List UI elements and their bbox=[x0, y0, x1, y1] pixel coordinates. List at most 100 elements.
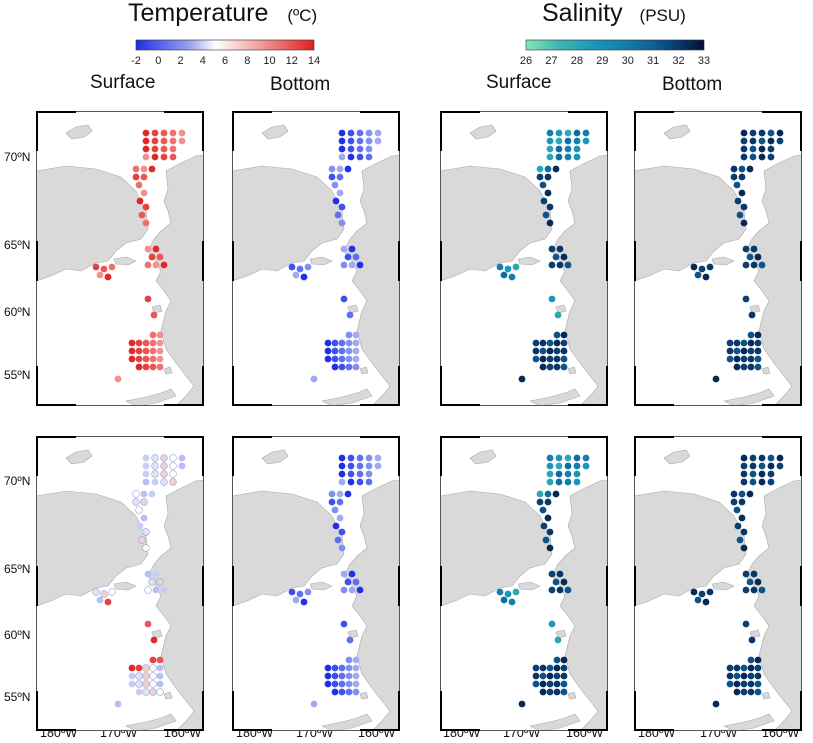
map-panel-r2-c4 bbox=[634, 436, 802, 731]
map-panel-r1-c3 bbox=[440, 111, 608, 406]
station-dot bbox=[346, 311, 354, 319]
station-dot bbox=[726, 347, 734, 355]
station-dot bbox=[742, 245, 750, 253]
station-dot bbox=[352, 664, 360, 672]
station-dot bbox=[347, 454, 355, 462]
station-dot bbox=[553, 339, 561, 347]
station-dot bbox=[151, 153, 159, 161]
station-dot bbox=[552, 578, 560, 586]
station-dot bbox=[690, 588, 698, 596]
station-dot bbox=[149, 331, 157, 339]
land-mass bbox=[36, 165, 149, 282]
station-dot bbox=[336, 173, 344, 181]
station-dot bbox=[332, 522, 340, 530]
station-dot bbox=[564, 462, 572, 470]
land-mass bbox=[745, 479, 802, 731]
station-dot bbox=[144, 570, 152, 578]
station-dot bbox=[151, 145, 159, 153]
station-dot bbox=[747, 355, 755, 363]
station-dot bbox=[169, 470, 177, 478]
station-dot bbox=[758, 478, 766, 486]
station-dot bbox=[548, 245, 556, 253]
station-dot bbox=[348, 261, 356, 269]
station-dot bbox=[560, 664, 568, 672]
station-dot bbox=[156, 664, 164, 672]
station-dot bbox=[178, 462, 186, 470]
station-dot bbox=[344, 253, 352, 261]
station-dot bbox=[156, 363, 164, 371]
land-mass bbox=[711, 256, 735, 266]
station-dot bbox=[149, 656, 157, 664]
station-dot bbox=[754, 347, 762, 355]
station-dot bbox=[144, 586, 152, 594]
station-dot bbox=[738, 498, 746, 506]
station-dot bbox=[554, 636, 562, 644]
station-dot bbox=[734, 522, 742, 530]
station-dot bbox=[734, 197, 742, 205]
station-dot bbox=[758, 586, 766, 594]
station-dot bbox=[560, 331, 568, 339]
station-dot bbox=[331, 363, 339, 371]
station-dot bbox=[749, 478, 757, 486]
station-dot bbox=[142, 219, 150, 227]
land-mass bbox=[65, 449, 93, 465]
colorbar-tick-label: 32 bbox=[672, 55, 684, 67]
lat-label-60-row1: 60ºN bbox=[4, 305, 31, 319]
station-dot bbox=[544, 189, 552, 197]
station-dot bbox=[135, 181, 143, 189]
station-dot bbox=[352, 680, 360, 688]
station-dot bbox=[758, 137, 766, 145]
station-dot bbox=[548, 620, 556, 628]
station-dot bbox=[500, 596, 508, 604]
station-dot bbox=[726, 680, 734, 688]
station-dot bbox=[347, 145, 355, 153]
station-dot bbox=[740, 688, 748, 696]
map-panel-r1-c2 bbox=[232, 111, 400, 406]
station-dot bbox=[573, 129, 581, 137]
land-mass bbox=[551, 479, 608, 731]
station-dot bbox=[546, 145, 554, 153]
station-dot bbox=[132, 490, 140, 498]
station-dot bbox=[338, 129, 346, 137]
station-dot bbox=[92, 263, 100, 271]
station-dot bbox=[365, 454, 373, 462]
station-dot bbox=[496, 263, 504, 271]
station-dot bbox=[310, 375, 318, 383]
station-dot bbox=[338, 137, 346, 145]
station-dot bbox=[352, 355, 360, 363]
station-dot bbox=[356, 137, 364, 145]
land-mass bbox=[232, 165, 345, 282]
station-dot bbox=[156, 339, 164, 347]
station-dot bbox=[338, 470, 346, 478]
station-dot bbox=[546, 339, 554, 347]
station-dot bbox=[288, 263, 296, 271]
station-dot bbox=[532, 355, 540, 363]
station-dot bbox=[336, 165, 344, 173]
lat-label-65-row1: 65ºN bbox=[4, 238, 31, 252]
station-dot bbox=[767, 470, 775, 478]
station-dot bbox=[730, 165, 738, 173]
station-dot bbox=[352, 688, 360, 696]
colorbar-tick-label: 2 bbox=[177, 55, 183, 67]
station-dot bbox=[338, 347, 346, 355]
station-dot bbox=[573, 462, 581, 470]
station-dot bbox=[738, 490, 746, 498]
station-dot bbox=[142, 129, 150, 137]
temperature-colorbar-ticks: -2 0 2 4 6 8 10 12 14 bbox=[131, 55, 320, 67]
station-dot bbox=[352, 363, 360, 371]
station-dot bbox=[747, 680, 755, 688]
station-dot bbox=[144, 261, 152, 269]
station-dot bbox=[292, 596, 300, 604]
station-dot bbox=[564, 153, 572, 161]
station-dot bbox=[730, 498, 738, 506]
station-dot bbox=[733, 664, 741, 672]
station-dot bbox=[555, 470, 563, 478]
station-dot bbox=[151, 462, 159, 470]
station-dot bbox=[560, 680, 568, 688]
station-dot bbox=[304, 263, 312, 271]
land-mass bbox=[163, 691, 173, 700]
station-dot bbox=[142, 454, 150, 462]
temperature-colorbar: -2 0 2 4 6 8 10 12 14 bbox=[131, 39, 320, 67]
station-dot bbox=[148, 253, 156, 261]
station-dot bbox=[331, 347, 339, 355]
